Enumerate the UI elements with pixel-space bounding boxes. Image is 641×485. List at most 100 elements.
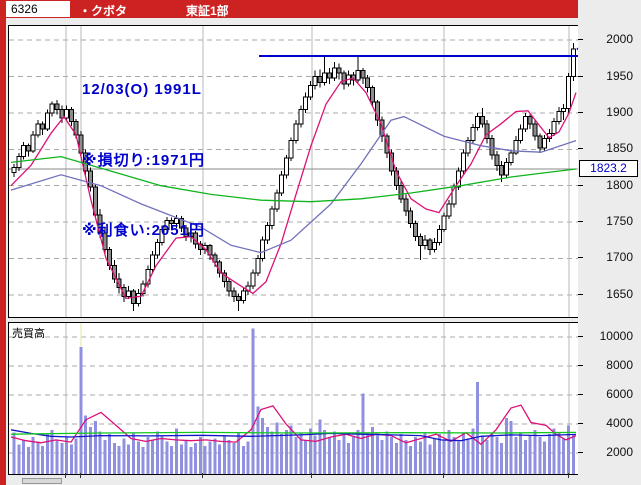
axis-tick — [578, 111, 583, 113]
volume-bar — [452, 437, 456, 474]
volume-bar — [179, 444, 183, 474]
candle-body — [422, 239, 428, 246]
candle-body — [432, 241, 438, 251]
volume-bar — [299, 432, 303, 474]
volume-bar — [547, 434, 551, 474]
volume-bar — [127, 444, 131, 474]
candle-body — [513, 140, 519, 154]
candle-body — [518, 128, 524, 142]
candle-body — [427, 239, 433, 251]
stock-code-box[interactable]: 6326 — [6, 1, 70, 17]
candle-body — [561, 108, 567, 112]
volume-axis-label: 4000 — [606, 416, 633, 430]
vol-ma-short-line — [10, 404, 577, 446]
candle-body — [174, 217, 180, 225]
candle-body — [384, 135, 390, 154]
volume-chart[interactable] — [9, 323, 579, 474]
candle-body — [551, 121, 557, 134]
candle-body — [87, 170, 93, 188]
candle-body — [135, 292, 141, 305]
price-axis-label: 2000 — [606, 32, 633, 47]
volume-bar — [514, 437, 518, 474]
volume-bar — [36, 441, 40, 474]
candle-body — [255, 257, 261, 274]
volume-bar — [500, 442, 504, 474]
volume-bar — [461, 432, 465, 474]
volume-bar — [342, 434, 346, 474]
candle-body — [159, 228, 165, 243]
volume-bar — [246, 441, 250, 474]
candle-body — [145, 268, 151, 285]
axis-tick — [578, 423, 583, 424]
volume-bar — [227, 439, 231, 474]
volume-bar — [375, 435, 379, 474]
volume-bar — [289, 425, 293, 474]
volume-bar — [117, 445, 121, 474]
date-axis-tick — [65, 473, 66, 478]
volume-bar — [294, 437, 298, 474]
volume-bar — [504, 418, 508, 474]
candle-body — [470, 126, 476, 142]
volume-bar — [466, 438, 470, 474]
volume-bar — [332, 431, 336, 474]
candle-body — [11, 166, 17, 174]
volume-bar — [170, 445, 174, 474]
volume-panel-title: 売買高 — [12, 328, 45, 340]
volume-bar — [433, 438, 437, 474]
candle-body — [499, 164, 505, 176]
price-axis-label: 1800 — [606, 177, 633, 192]
stock-name-label: ・クボタ — [79, 4, 128, 18]
candle-body — [441, 215, 447, 230]
candle-body — [83, 152, 89, 172]
volume-bar — [141, 447, 145, 474]
window-edge-strip — [0, 0, 6, 485]
volume-bar — [356, 429, 360, 474]
candle-body — [154, 241, 160, 256]
candle-body — [269, 208, 275, 227]
volume-bar — [241, 445, 245, 474]
axis-tick — [578, 184, 583, 186]
volume-bar — [213, 438, 217, 474]
volume-bar — [562, 438, 566, 474]
price-axis-label: 1700 — [606, 250, 633, 265]
candle-body — [408, 210, 414, 225]
volume-bar — [265, 426, 269, 474]
volume-bar — [495, 437, 499, 474]
candlestick-chart[interactable] — [9, 26, 591, 317]
candle-body — [307, 84, 313, 98]
candle-body — [527, 116, 533, 125]
candle-body — [250, 272, 256, 287]
price-axis-label: 1650 — [606, 286, 633, 301]
volume-bar — [480, 435, 484, 474]
volume-bar — [112, 442, 116, 474]
volume-bar — [280, 434, 284, 474]
volume-bar — [84, 415, 88, 474]
volume-bar — [366, 432, 370, 474]
price-chart-panel[interactable] — [8, 25, 591, 318]
candle-body — [54, 103, 60, 110]
volume-bar — [165, 441, 169, 474]
ma-medium-line — [10, 115, 577, 254]
date-axis-tick — [311, 473, 312, 478]
volume-bar — [275, 422, 279, 474]
candle-body — [126, 290, 132, 297]
volume-bar — [414, 437, 418, 474]
candle-body — [293, 123, 299, 142]
volume-chart-panel[interactable] — [8, 322, 580, 475]
bottom-left-tab[interactable] — [22, 478, 62, 484]
volume-bar — [442, 439, 446, 474]
candle-body — [236, 295, 242, 302]
volume-bar — [79, 347, 83, 474]
candle-body — [64, 108, 70, 119]
candle-body — [25, 145, 31, 152]
candle-body — [508, 152, 514, 163]
axis-tick — [578, 452, 583, 453]
candle-body — [556, 110, 562, 123]
candle-body — [21, 145, 27, 158]
candle-body — [446, 203, 452, 217]
candle-body — [336, 67, 342, 74]
candle-body — [331, 67, 337, 79]
volume-bar — [490, 432, 494, 474]
candle-body — [264, 225, 270, 241]
volume-bar — [394, 442, 398, 474]
